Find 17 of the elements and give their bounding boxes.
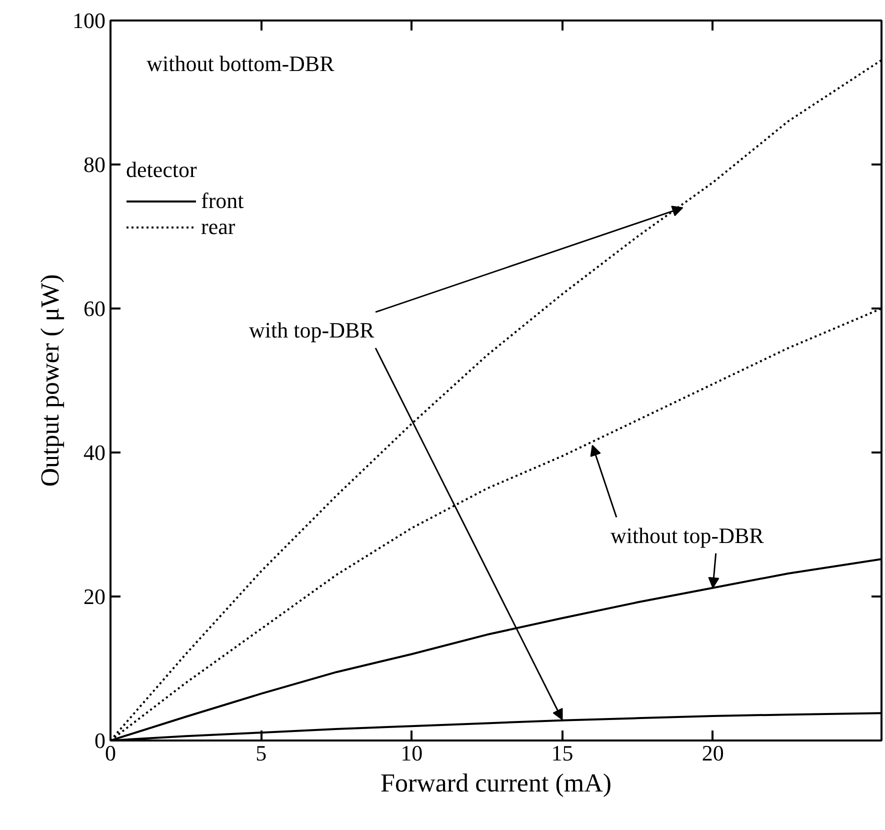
legend-label: rear (201, 214, 236, 240)
x-tick-label: 10 (400, 740, 423, 766)
x-tick-label: 20 (702, 740, 724, 766)
annotation: with top-DBR (249, 318, 375, 343)
y-tick-label: 20 (84, 584, 106, 609)
x-tick-label: 5 (256, 740, 267, 766)
x-tick-label: 15 (551, 740, 574, 766)
y-tick-label: 80 (84, 152, 106, 177)
legend-label: front (201, 188, 244, 214)
y-tick-label: 40 (84, 440, 106, 465)
annotation: without top-DBR (610, 522, 764, 548)
x-axis-title: Forward current (mA) (380, 768, 612, 798)
y-tick-label: 100 (72, 8, 106, 33)
annotation: without bottom-DBR (146, 51, 335, 76)
legend-title: detector (126, 157, 198, 183)
y-tick-label: 60 (84, 296, 106, 321)
y-axis-title: Output power ( μW) (36, 274, 64, 487)
